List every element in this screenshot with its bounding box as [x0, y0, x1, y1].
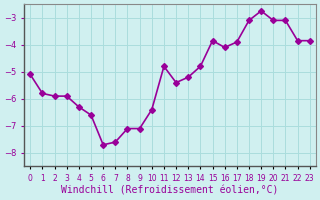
X-axis label: Windchill (Refroidissement éolien,°C): Windchill (Refroidissement éolien,°C) [61, 186, 279, 196]
